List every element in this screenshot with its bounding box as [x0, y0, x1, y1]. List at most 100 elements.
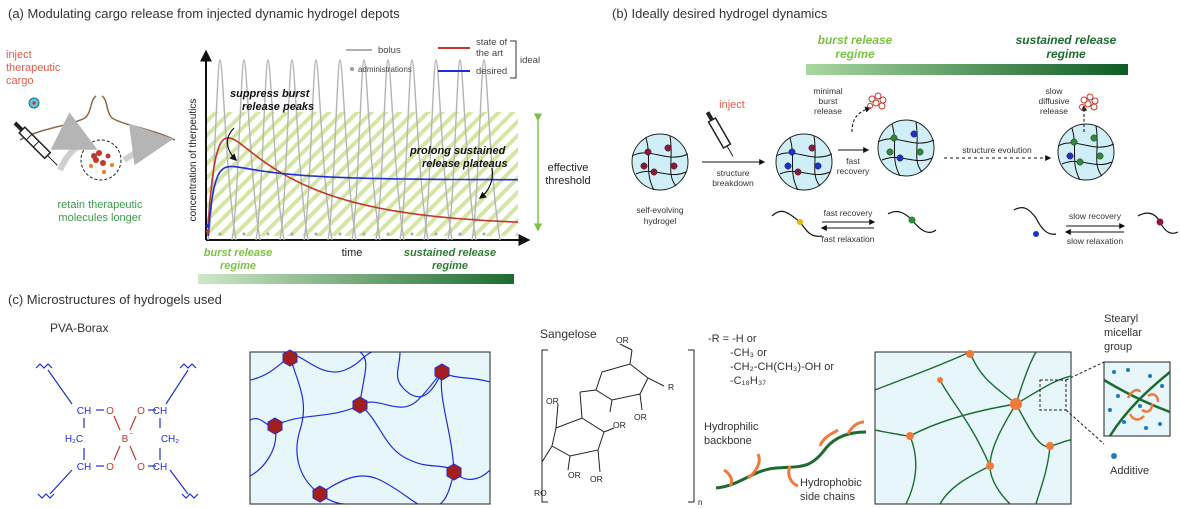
bolus-curve [207, 59, 237, 241]
syringe-icon [705, 111, 734, 157]
crosslink-node [794, 168, 802, 176]
legend-bolus: bolus [378, 45, 401, 56]
oxygen-label-br: O [137, 462, 145, 473]
h2c-label: H₂C [65, 434, 83, 445]
administration-dot [482, 232, 486, 236]
effective-label-2: threshold [545, 175, 590, 187]
stearyl-label-3: group [1104, 341, 1132, 353]
crosslink-node [886, 148, 894, 156]
crosslink-node [916, 148, 924, 156]
administration-dot [314, 232, 318, 236]
suppress-arrow [226, 127, 238, 162]
crosslink-node [664, 144, 672, 152]
ch2-label: CH₂ [161, 434, 179, 445]
bolus-curve [279, 59, 309, 241]
crosslink-node [814, 162, 822, 170]
legend-desired: desired [476, 66, 507, 77]
r-group-2: -CH₃ or [730, 347, 767, 359]
hydrogel-network-3 [877, 119, 935, 177]
fast-recovery-step-2: recovery [837, 166, 870, 176]
oxygen-label-tl: O [106, 406, 114, 417]
zoom-line-top [1065, 361, 1105, 381]
fast-equilibrium [771, 210, 937, 237]
minimal-label-2: burst [819, 96, 839, 106]
legend-admin: administrations [358, 65, 412, 74]
sangelose-or-6: OR [590, 474, 603, 484]
prolong-label-1: prolong sustained [409, 145, 506, 157]
crosslink-node [640, 162, 648, 170]
minimal-label-3: release [814, 106, 842, 116]
ch-label-br: CH [153, 462, 167, 473]
panel-a-title: (a) Modulating cargo release from inject… [8, 6, 400, 21]
oxygen-label-bl: O [106, 462, 114, 473]
crosslink-node [1070, 138, 1078, 146]
admin-dot-blue [206, 224, 210, 228]
administration-dot [410, 232, 414, 236]
hydrophobic-label-2: side chains [800, 491, 856, 503]
slowdiff-label-2: diffusive [1038, 96, 1069, 106]
fast-relaxation-label: fast relaxation [822, 234, 875, 244]
prolong-arrow [478, 167, 493, 199]
crosslink-node [784, 162, 792, 170]
hydrophobic-label-1: Hydrophobic [800, 477, 862, 489]
released-cargo-2 [1079, 93, 1099, 111]
desired-curve [207, 165, 518, 237]
inject-cargo-label-3: cargo [6, 75, 34, 87]
crosslink-node [1066, 152, 1074, 160]
legend-ideal-bracket [510, 40, 517, 79]
slow-recovery-label: slow recovery [1069, 211, 1122, 221]
sangelose-ro: RO [534, 488, 547, 498]
administration-dot [362, 232, 366, 236]
sangelose-r: R [668, 382, 674, 392]
crosslink-node [788, 148, 796, 156]
polymer-backbone [715, 420, 867, 490]
administration-dot [218, 232, 222, 236]
administration-dot [458, 232, 462, 236]
legend-sota-2: the art [476, 48, 503, 59]
ch-label-tr: CH [153, 406, 167, 417]
effective-label-1: effective [548, 162, 589, 174]
crosslink-node [650, 168, 658, 176]
chart-legend [346, 40, 517, 79]
sangelose-or-4: OR [634, 412, 647, 422]
suppress-label-2: release peaks [242, 101, 314, 113]
bolus-curve [303, 59, 333, 241]
legend-sota-1: state of [476, 37, 508, 48]
stearyl-label-1: Stearyl [1104, 313, 1138, 325]
retain-label-2: molecules longer [58, 212, 141, 224]
retain-label-1: retain therapeutic [58, 199, 143, 211]
x-axis-label: time [342, 247, 363, 259]
crosslink-node [644, 148, 652, 156]
borate-bonds [113, 415, 137, 461]
micelle-zoom [1103, 368, 1171, 437]
hydrophilic-label-1: Hydrophilic [704, 421, 759, 433]
y-axis-label: concentration of therpeutics [188, 99, 199, 222]
burst-release-arrow [851, 106, 872, 133]
administration-dot [434, 232, 438, 236]
r-group-1: -R = -H or [708, 333, 757, 345]
sangelose-n: n [698, 498, 702, 507]
bolus-curve [351, 59, 381, 241]
zoom-region [1039, 379, 1067, 411]
boron-charge: − [129, 431, 133, 438]
micellar-junctions [906, 350, 1054, 470]
state-of-the-art-curve [207, 136, 519, 227]
bolus-curve [447, 59, 477, 241]
fast-recovery-step-1: fast [846, 156, 860, 166]
regime-gradient-bar-b [806, 64, 1128, 75]
slowdiff-label-1: slow [1045, 86, 1063, 96]
oxygen-label-tr: O [137, 406, 145, 417]
sustained-regime-a-1: sustained release [404, 247, 496, 259]
pva-borax-title: PVA-Borax [50, 321, 108, 335]
additive-label: Additive [1110, 465, 1149, 477]
hydrogel-network-4 [1057, 123, 1115, 181]
administration-dot [338, 232, 342, 236]
slow-relaxation-label: slow relaxation [1067, 236, 1123, 246]
prolong-label-2: release plateaus [422, 158, 508, 170]
crosslink-node [808, 144, 816, 152]
hydrogel-network-1 [631, 133, 689, 191]
hydrogel-network-2 [775, 133, 833, 191]
administration-dot [242, 232, 246, 236]
legend-ideal: ideal [520, 55, 540, 66]
